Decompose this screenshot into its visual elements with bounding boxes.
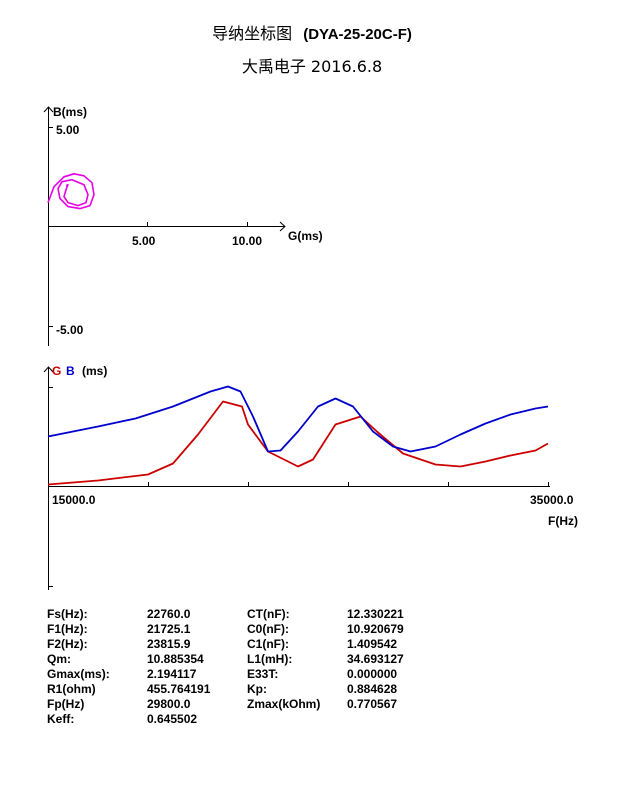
param-value: 10.920679 — [347, 622, 404, 636]
param-label: F1(Hz): — [47, 622, 88, 636]
sweep-x-tick-label-min: 15000.0 — [52, 493, 96, 507]
param-label: C0(nF): — [247, 622, 289, 636]
param-label: C1(nF): — [247, 637, 289, 651]
sweep-series-layer — [47, 385, 549, 486]
legend-b: B — [66, 364, 75, 378]
param-value — [347, 712, 447, 727]
parameter-table: Fs(Hz): 22760.0 CT(nF): 12.330221 F1(Hz): 217… — [47, 607, 447, 727]
legend-g: G — [52, 364, 61, 378]
sweep-y-axis-arrow — [43, 366, 54, 373]
param-value: 34.693127 — [347, 652, 404, 666]
g-axis-arrow — [279, 221, 286, 232]
sweep-x-tick-label-max: 35000.0 — [530, 493, 574, 507]
param-value: 29800.0 — [147, 697, 191, 711]
b-tick-label-5: 5.00 — [56, 123, 80, 137]
param-label: Gmax(ms): — [47, 667, 110, 681]
param-label: Qm: — [47, 652, 71, 666]
admittance-circle-layer — [47, 173, 95, 210]
sweep-x-axis-label: F(Hz) — [548, 514, 578, 528]
param-label: Zmax(kOhm) — [247, 697, 321, 711]
param-label: CT(nF): — [247, 607, 290, 621]
param-label: Fs(Hz): — [47, 607, 88, 621]
param-value: 21725.1 — [147, 622, 191, 636]
param-label: R1(ohm) — [47, 682, 96, 696]
param-value: 12.330221 — [347, 607, 404, 621]
legend-unit: (ms) — [82, 364, 107, 378]
chart-title: 导纳坐标图 (DYA-25-20C-F) — [0, 20, 624, 44]
series-line-b — [47, 385, 549, 453]
b-tick-label-neg5: -5.00 — [56, 323, 84, 337]
series-line-g — [47, 400, 549, 486]
param-value: 0.884628 — [347, 682, 398, 696]
b-axis-arrow — [43, 106, 54, 113]
sweep-axes — [43, 366, 550, 590]
param-row: Fs(Hz): 22760.0 CT(nF): 12.330221 — [47, 607, 447, 622]
admittance-circle-line — [47, 173, 95, 210]
g-axis-label: G(ms) — [288, 229, 323, 243]
param-label: L1(mH): — [247, 652, 293, 666]
param-row: Gmax(ms): 2.194117 E33T: 0.000000 — [47, 667, 447, 682]
param-value: 10.885354 — [147, 652, 204, 666]
param-label: Keff: — [47, 712, 75, 726]
title-cn: 导纳坐标图 — [212, 24, 293, 43]
param-value: 1.409542 — [347, 637, 398, 651]
g-tick-label-10: 10.00 — [232, 234, 262, 248]
param-label: F2(Hz): — [47, 637, 88, 651]
param-row: R1(ohm) 455.764191 Kp: 0.884628 — [47, 682, 447, 697]
param-row: Keff: 0.645502 — [47, 712, 447, 727]
param-row: F2(Hz): 23815.9 C1(nF): 1.409542 — [47, 637, 447, 652]
param-label: E33T: — [247, 667, 279, 681]
admittance-axes — [43, 106, 286, 346]
title-model: (DYA-25-20C-F) — [303, 26, 412, 43]
chart-subtitle: 大禹电子 2016.6.8 — [241, 57, 383, 76]
param-value: 0.000000 — [347, 667, 398, 681]
g-tick-label-5: 5.00 — [132, 234, 156, 248]
param-value: 0.645502 — [147, 712, 198, 726]
param-row: Qm: 10.885354 L1(mH): 34.693127 — [47, 652, 447, 667]
param-label: Kp: — [247, 682, 267, 696]
param-value: 23815.9 — [147, 637, 191, 651]
param-value: 22760.0 — [147, 607, 191, 621]
param-row: F1(Hz): 21725.1 C0(nF): 10.920679 — [47, 622, 447, 637]
param-label: Fp(Hz) — [47, 697, 85, 711]
param-value: 0.770567 — [347, 697, 398, 711]
b-axis-label: B(ms) — [53, 105, 87, 119]
param-value: 455.764191 — [147, 682, 211, 696]
param-label — [247, 712, 347, 727]
param-value: 2.194117 — [147, 667, 197, 681]
param-row: Fp(Hz) 29800.0 Zmax(kOhm) 0.770567 — [47, 697, 447, 712]
